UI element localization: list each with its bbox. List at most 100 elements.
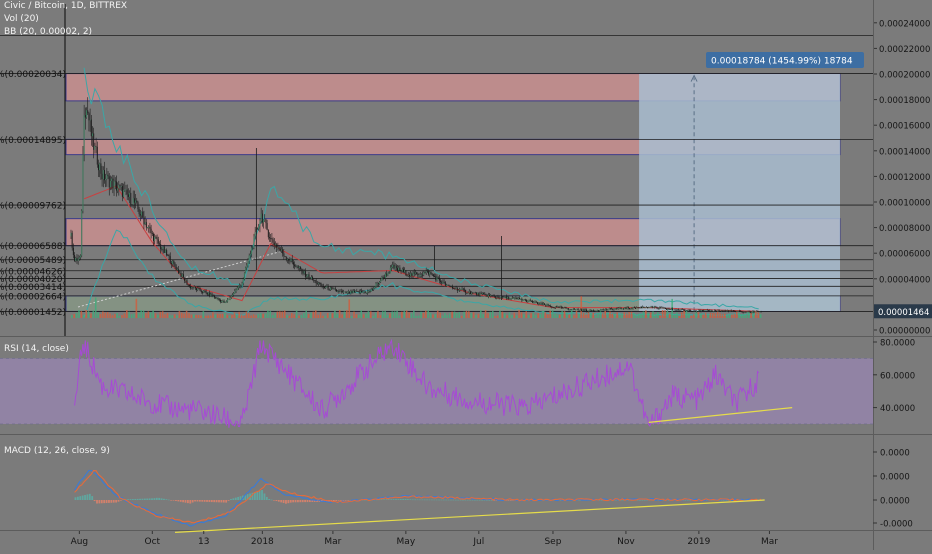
fib-label-5: %(0.00004626) <box>0 267 66 277</box>
macd-histogram-bar <box>308 500 311 503</box>
candle-body <box>645 307 647 309</box>
candle-body <box>289 260 291 262</box>
candle-body <box>304 271 306 277</box>
candle-body <box>544 303 546 305</box>
volume-bar <box>78 310 80 318</box>
volume-bar <box>561 311 563 318</box>
candle-body <box>322 285 324 288</box>
candle-body <box>252 247 254 249</box>
candle-body <box>530 300 532 302</box>
candle-body <box>150 228 152 234</box>
rsi-tick-label: 40.0000 <box>880 404 915 414</box>
candle-body <box>453 288 455 290</box>
candle-body <box>107 174 109 177</box>
candle-body <box>273 242 275 246</box>
volume-bar <box>494 315 496 318</box>
candle-body <box>617 308 619 310</box>
price-axis[interactable]: 0.00024000 0.00022000 0.00020000 0.00018000… <box>873 0 932 337</box>
macd-histogram-bar <box>407 499 409 500</box>
candle-body <box>111 178 113 181</box>
macd-histogram-bar <box>395 499 397 500</box>
candle-body <box>396 268 398 271</box>
price-pane[interactable]: %(0.00020034) %(0.00014895) %(0.00009762)%… <box>0 4 873 336</box>
candle-body <box>235 290 237 292</box>
candle-body <box>260 213 262 221</box>
candle-body <box>460 288 462 290</box>
time-axis[interactable]: Aug Oct 13 2018 Mar May Jul Sep Nov 2019 Mar <box>71 531 779 547</box>
rsi-axis[interactable]: 80.0000 60.0000 40.0000 <box>873 339 915 415</box>
candle-body <box>706 309 708 311</box>
candle-body <box>414 272 416 274</box>
volume-bar <box>484 310 487 318</box>
candle-body <box>121 186 123 197</box>
candle-body <box>88 113 90 121</box>
candle-body <box>596 310 598 312</box>
macd-pane[interactable]: MACD (12, 26, close, 9) <box>4 446 765 533</box>
volume-bar <box>750 312 752 318</box>
candle-body <box>474 292 476 294</box>
macd-signal-line <box>74 470 762 524</box>
macd-histogram-bar <box>622 499 625 501</box>
candle-body <box>690 310 692 312</box>
candle-body <box>127 194 129 197</box>
rsi-trendline <box>648 407 793 423</box>
candle-body <box>679 309 681 311</box>
candle-body <box>225 301 227 303</box>
candle-body <box>274 244 276 246</box>
candle-body <box>385 273 387 279</box>
macd-tick-label: 0.0000 <box>880 473 910 483</box>
macd-axis[interactable]: 0.0000 0.0000 0.0000 -0.0000 <box>873 449 913 530</box>
candle-body <box>271 238 273 240</box>
macd-histogram-bar <box>509 500 512 501</box>
macd-histogram-bar <box>627 499 629 501</box>
candle-body <box>709 310 711 312</box>
volume-bar <box>219 314 221 318</box>
candle-body <box>660 307 662 309</box>
candle-body <box>719 310 721 312</box>
macd-histogram-bar <box>182 500 185 503</box>
candle-body <box>670 308 672 310</box>
rsi-tick-label: 80.0000 <box>880 339 915 349</box>
macd-histogram-bar <box>380 499 383 501</box>
volume-bar <box>683 310 685 318</box>
bollinger-legend: BB (20, 0.00002, 2) <box>4 27 93 37</box>
volume-bar <box>436 310 439 318</box>
volume-bar <box>353 311 355 318</box>
volume-bar <box>348 299 351 318</box>
volume-bar <box>405 310 408 318</box>
candle-body <box>711 310 713 312</box>
macd-histogram-bar <box>239 496 242 500</box>
macd-histogram-bar <box>383 499 385 500</box>
candle-body <box>484 293 486 295</box>
macd-histogram-bar <box>263 493 266 500</box>
candle-body <box>454 288 456 290</box>
volume-bar <box>618 314 621 318</box>
candle-body <box>103 170 105 181</box>
macd-histogram-bar <box>186 500 189 504</box>
volume-bar <box>757 312 760 318</box>
rsi-pane[interactable]: RSI (14, close) <box>0 338 873 428</box>
candle-body <box>131 204 133 206</box>
candle-body <box>356 290 358 292</box>
volume-bar <box>752 310 755 318</box>
volume-bar <box>597 313 599 318</box>
candle-body <box>307 274 309 277</box>
volume-bar <box>602 313 604 318</box>
candle-body <box>631 308 633 310</box>
macd-histogram-bar <box>471 499 474 501</box>
rsi-tick-label: 60.0000 <box>880 371 915 381</box>
volume-bar <box>427 310 429 318</box>
candle-body <box>75 257 77 261</box>
volume-bar <box>396 310 398 318</box>
candle-body <box>656 307 658 308</box>
candle-body <box>315 280 317 284</box>
candle-body <box>703 310 705 312</box>
volume-bar <box>154 313 157 318</box>
candle-body <box>166 250 168 256</box>
volume-bar <box>420 311 422 318</box>
candle-body <box>81 210 83 256</box>
candle-body <box>436 277 438 280</box>
macd-histogram-bar <box>275 500 278 502</box>
candle-body <box>404 270 406 273</box>
